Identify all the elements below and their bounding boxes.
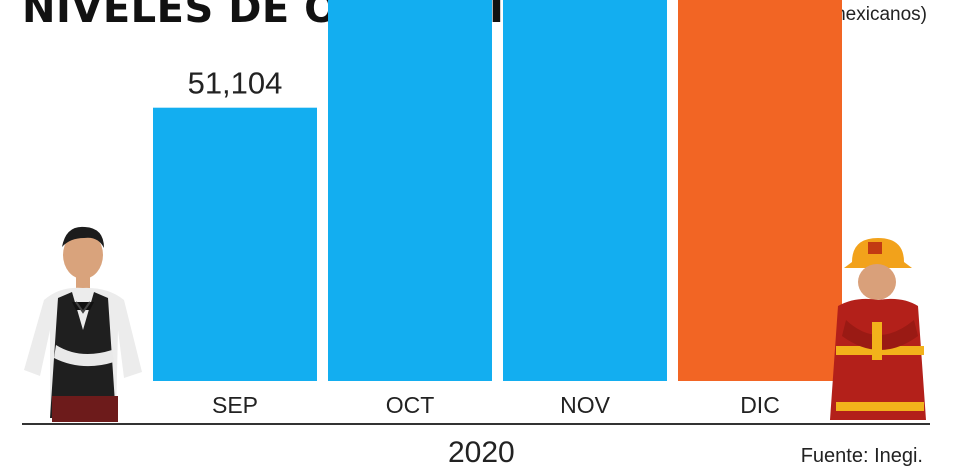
bar-dic [678, 0, 842, 382]
category-label: OCT [386, 392, 435, 418]
bar-sep [153, 107, 317, 381]
firefighter-illustration [830, 238, 926, 420]
source-note: Fuente: Inegi. [800, 445, 923, 467]
value-labels-group: 51,10452,96952,93452,839 [188, 66, 283, 101]
waiter-illustration [24, 226, 142, 422]
category-label: SEP [212, 392, 258, 418]
bar-nov [503, 0, 667, 382]
category-label: DIC [740, 392, 780, 418]
value-label: 51,104 [188, 66, 283, 101]
category-labels-group: SEP OCT NOV DIC [212, 392, 780, 418]
category-label: NOV [560, 392, 611, 418]
x-axis-year-label: 2020 [448, 436, 515, 469]
bars-group [153, 0, 842, 382]
bar-oct [328, 0, 492, 382]
